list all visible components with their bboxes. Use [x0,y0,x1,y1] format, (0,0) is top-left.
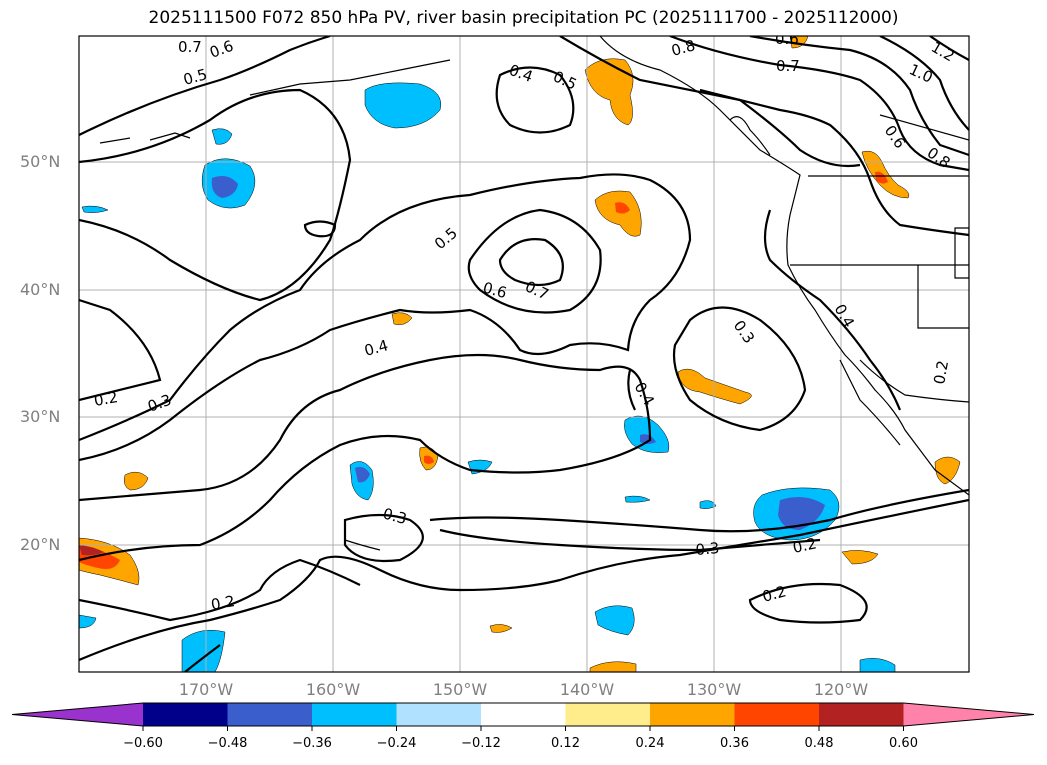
precip-patch [875,171,888,184]
colorbar-tick-label: 0.60 [889,736,918,751]
precip-patch [934,456,961,485]
contour-labels: 0.7 0.6 0.5 0.4 0.5 0.8 0.6 0.7 1.0 1.2 … [93,30,958,614]
precip-patch [594,190,642,237]
contour-label: 0.7 [178,38,202,56]
precip-patch [640,434,656,444]
precip-patch [677,368,752,405]
precip-patch [211,128,233,145]
lon-label-170w: 170°W [178,680,234,699]
contour-label: 0.3 [381,504,409,528]
colorbar-segment [819,703,904,726]
colorbar-segment [481,703,566,726]
lat-label-40n: 40°N [20,280,61,299]
colorbar-segment [650,703,735,726]
lat-label-30n: 30°N [20,407,61,426]
colorbar-tick-label: −0.60 [123,736,163,751]
colorbar-tick-label: −0.48 [207,736,248,751]
precip-shading [79,36,961,672]
colorbar-segment [312,703,397,726]
precip-patch [699,500,717,509]
precip-patch [364,82,442,129]
contour-label: 0.2 [760,582,788,606]
colorbar-tick-label: 0.24 [635,736,665,751]
colorbar-segment [143,703,228,726]
colorbar-tick-label: 0.12 [551,736,580,751]
colorbar-segment [734,703,820,726]
coastlines [99,36,969,551]
map-area [79,36,969,672]
contour-label: 0.2 [791,534,818,557]
lat-label-20n: 20°N [20,535,61,554]
precip-patch [584,58,634,126]
precip-patch [589,661,637,672]
lon-label-150w: 150°W [432,680,488,699]
precip-patch [355,466,370,483]
colorbar-segment [396,703,482,726]
contour-label: 0.3 [695,539,720,559]
colorbar-extend-low [12,703,143,726]
precip-patch [123,471,149,491]
precip-patch [424,455,434,464]
colorbar-extend-high [903,703,1034,726]
colorbar-tick-label: −0.24 [376,736,417,751]
precip-patch [615,202,630,214]
colorbar-tick-label: 0.48 [804,736,834,751]
precip-patch [861,150,910,199]
colorbar-tick-label: −0.36 [292,736,332,751]
contour-label: 0.2 [930,359,952,386]
colorbar [11,702,1035,731]
precip-patch [79,545,104,556]
precip-patch [211,176,238,198]
contour-label: 0.2 [210,592,237,614]
contour-label: 0.8 [669,36,697,60]
contour-label: 0.4 [362,336,390,360]
contour-label: 0.6 [775,30,799,48]
colorbar-tick-label: 0.36 [720,736,749,751]
precip-patch [391,312,413,325]
precip-patch [778,496,825,530]
precip-patch [624,495,651,503]
lon-label-160w: 160°W [305,680,361,699]
contour-label: 0.6 [481,278,509,302]
contour-label: 0.7 [776,57,800,75]
colorbar-tick-label: −0.12 [461,736,501,751]
precip-patch [841,550,879,565]
precip-patch [81,205,109,213]
lat-label-50n: 50°N [20,152,61,171]
contour-label: 0.5 [181,65,209,89]
lon-label-140w: 140°W [559,680,615,699]
precip-patch [859,658,896,672]
precip-patch [489,624,513,633]
contour-label: 0.2 [93,388,120,410]
map-title: 2025111500 F072 850 hPa PV, river basin … [148,8,899,28]
pv-contours [79,36,969,672]
precip-patch [181,630,226,672]
precip-patch [594,605,635,636]
map-frame [78,35,970,673]
colorbar-segment [227,703,313,726]
lon-label-130w: 130°W [686,680,742,699]
lon-label-120w: 120°W [813,680,869,699]
colorbar-segment [565,703,651,726]
